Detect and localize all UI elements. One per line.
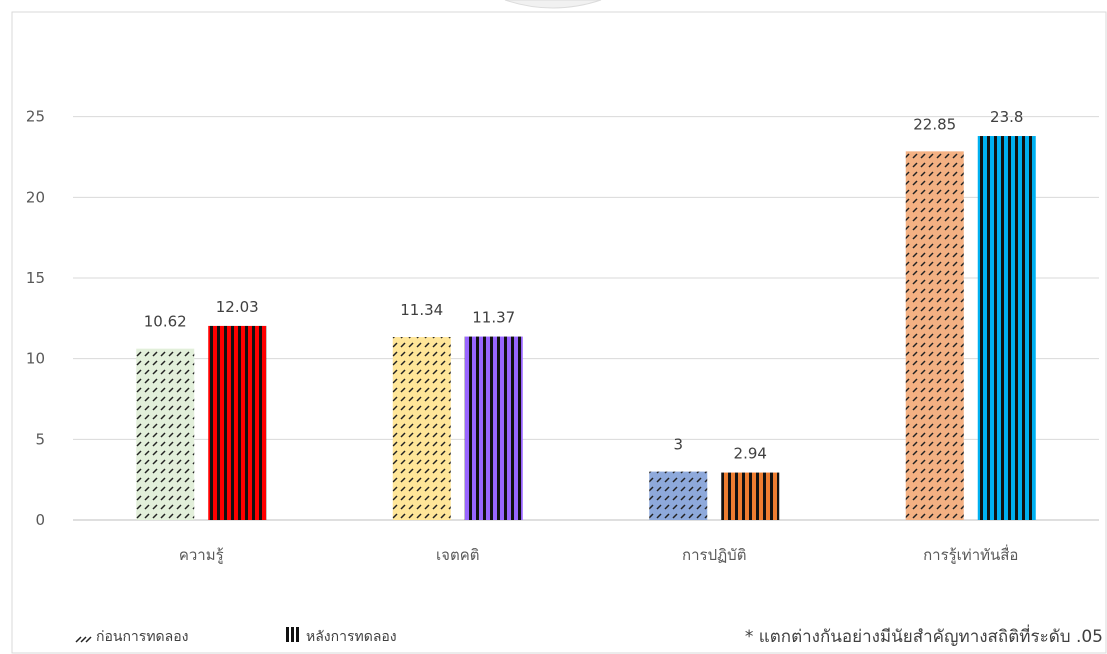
y-tick-label: 0 xyxy=(35,511,45,529)
data-label: 11.37 xyxy=(472,309,515,327)
y-axis-ticks: 0 5 10 15 20 25 xyxy=(26,108,45,529)
bar-after-2 xyxy=(464,336,523,520)
bar-after-1 xyxy=(208,325,267,520)
legend-item: หลังการทดลอง xyxy=(286,627,397,645)
y-tick-label: 10 xyxy=(26,350,45,368)
data-label: 11.34 xyxy=(400,301,443,319)
bar-after-4 xyxy=(977,136,1036,520)
bar-before-2 xyxy=(392,337,451,520)
bar-after-3 xyxy=(721,472,780,520)
header-watermark-mark xyxy=(504,0,602,9)
data-label: 12.03 xyxy=(216,298,259,316)
legend-label: ก่อนการทดลอง xyxy=(96,629,188,645)
bar-before-4 xyxy=(905,151,964,520)
data-label: 23.8 xyxy=(990,108,1023,126)
data-label: 2.94 xyxy=(734,445,767,463)
category-label: การรู้เท่าทันสื่อ xyxy=(923,544,1018,564)
y-tick-label: 25 xyxy=(26,108,45,126)
legend-label: หลังการทดลอง xyxy=(306,629,397,645)
bar-before-1 xyxy=(136,348,195,520)
legend-swatch-stripes xyxy=(286,627,299,642)
data-label: 3 xyxy=(673,436,683,454)
footnote: * แตกต่างกันอย่างมีนัยสำคัญทางสถิติที่ระ… xyxy=(745,624,1103,647)
legend-item: ก่อนการทดลอง xyxy=(75,629,188,645)
category-label: เจตคติ xyxy=(436,546,479,564)
bars xyxy=(136,136,1036,520)
bar-before-3 xyxy=(649,471,708,520)
legend: ก่อนการทดลอง หลังการทดลอง xyxy=(75,627,397,645)
category-label: ความรู้ xyxy=(179,546,224,564)
data-label: 10.62 xyxy=(144,313,187,331)
y-tick-label: 5 xyxy=(35,430,45,448)
category-label: การปฏิบัติ xyxy=(682,546,746,564)
y-tick-label: 15 xyxy=(26,269,45,287)
data-label: 22.85 xyxy=(913,115,956,133)
data-labels: 10.62 12.03 11.34 11.37 3 2.94 22.85 23.8 xyxy=(144,108,1024,463)
category-labels: ความรู้ เจตคติ การปฏิบัติ การรู้เท่าทันสื่อ xyxy=(179,544,1019,564)
y-tick-label: 20 xyxy=(26,188,45,206)
legend-swatch-diagonal xyxy=(75,636,92,643)
